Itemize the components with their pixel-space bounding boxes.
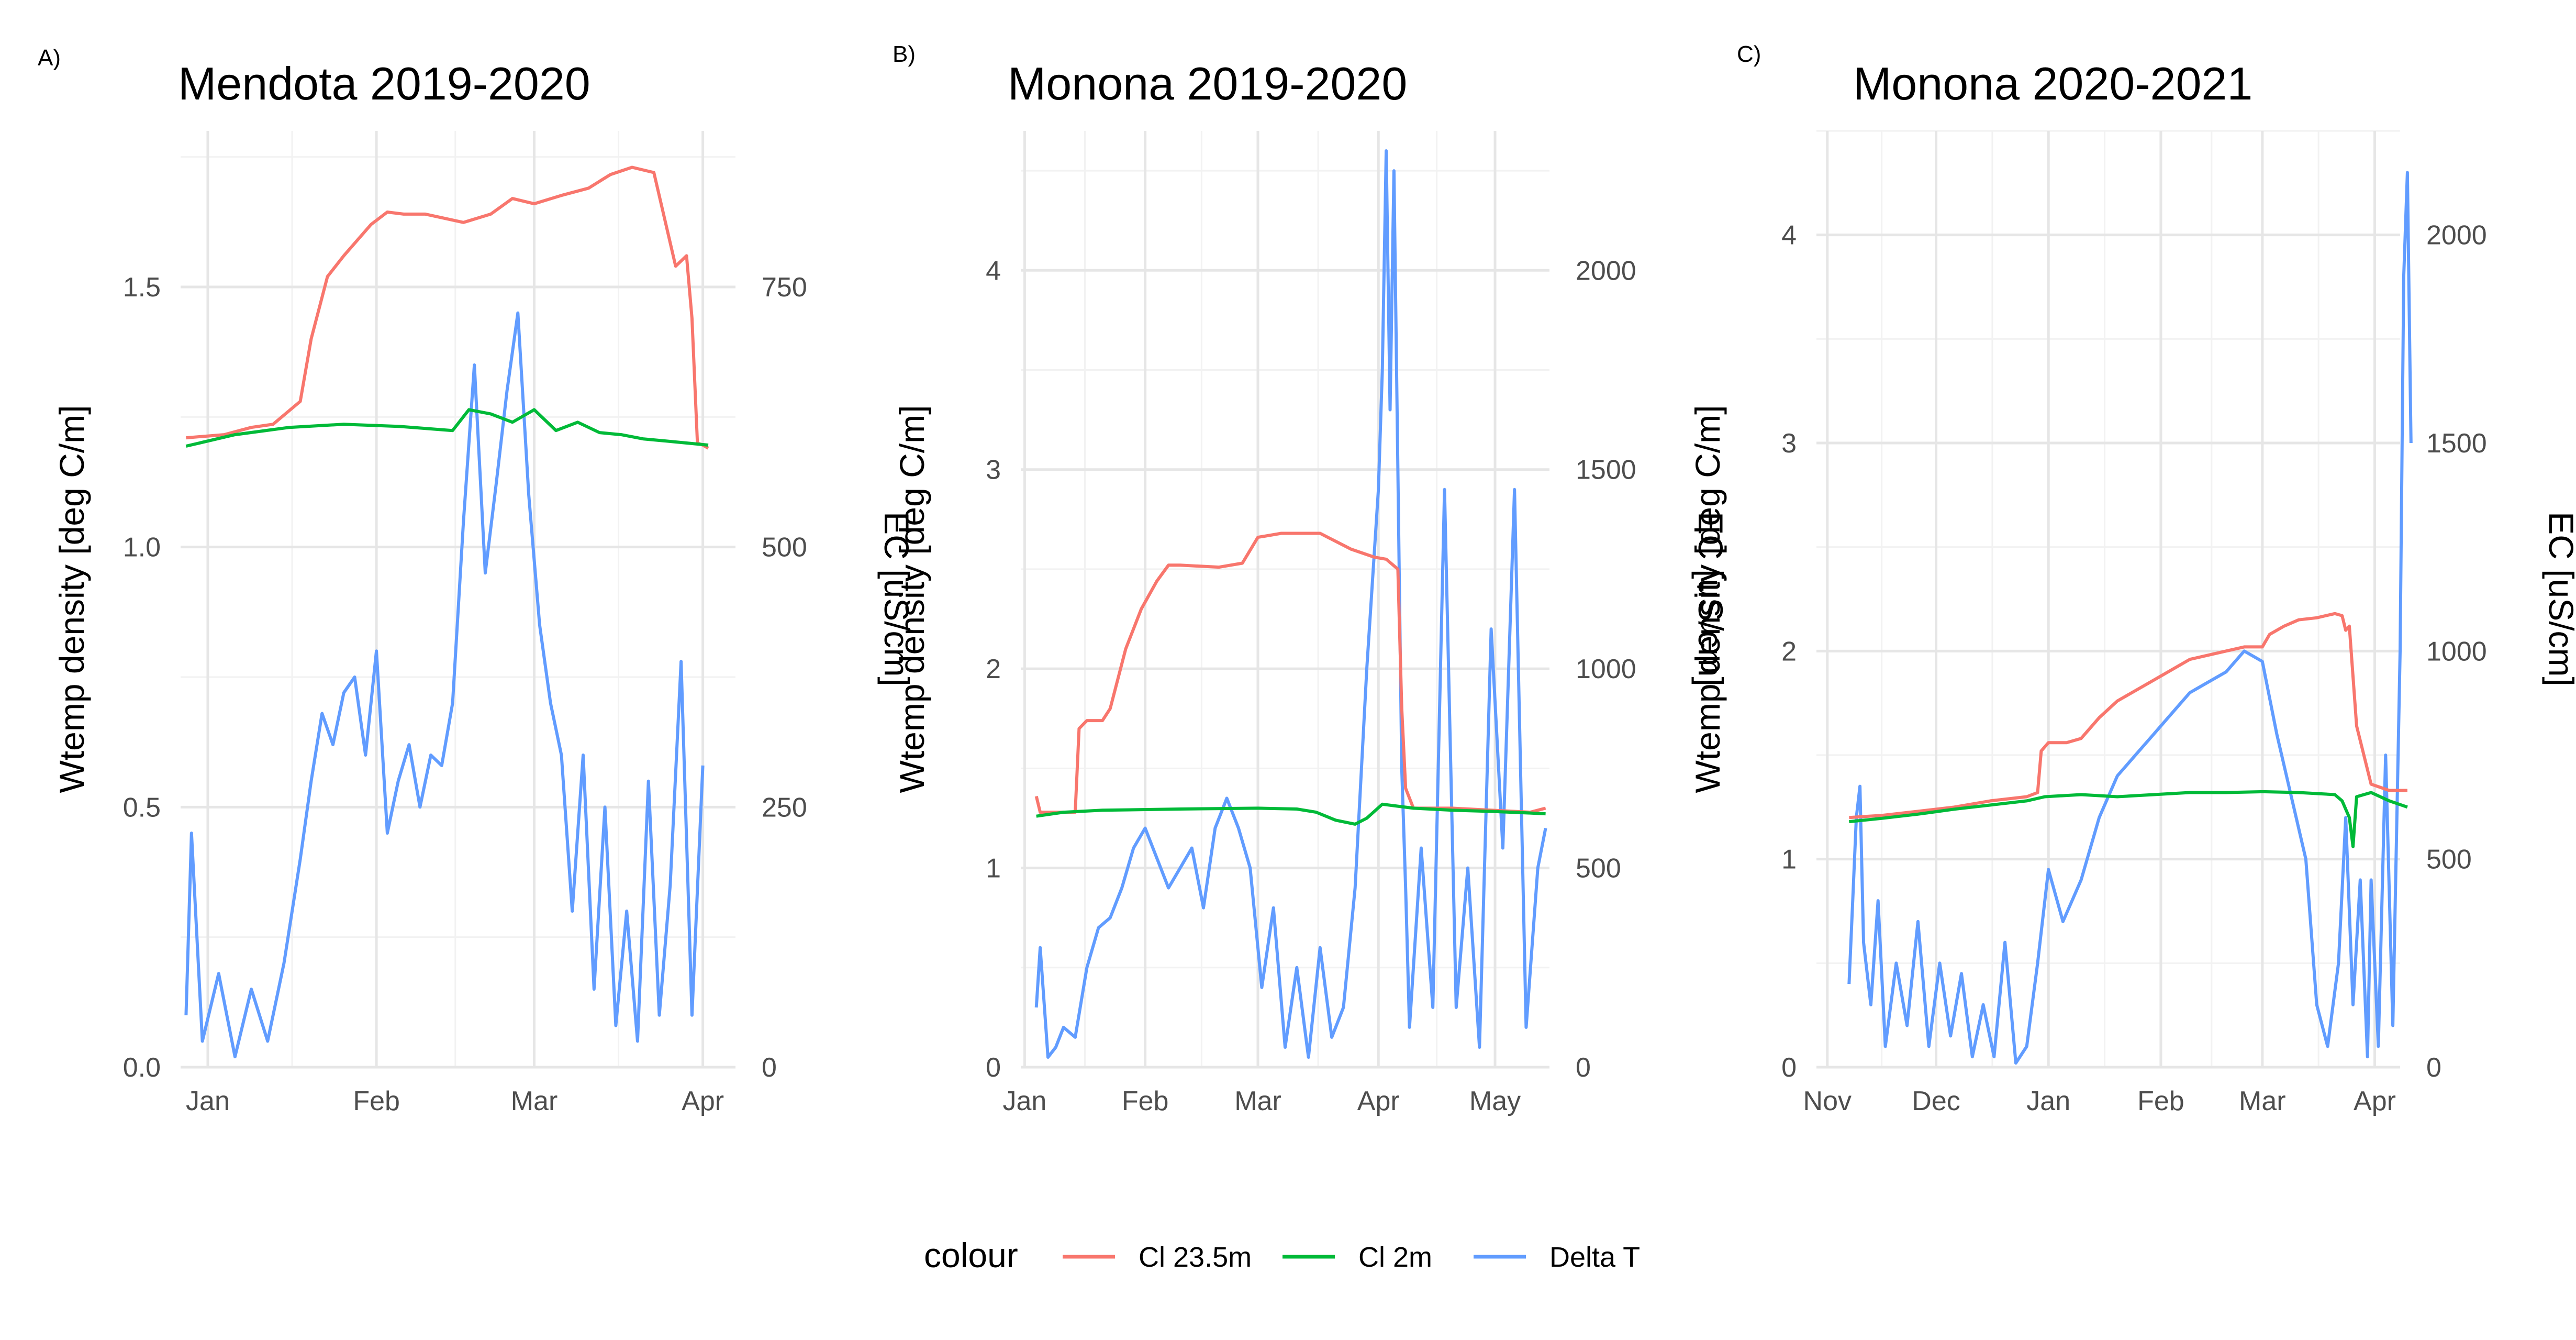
y-tick-label: 1	[1781, 845, 1797, 875]
y2-tick-label: 500	[1576, 854, 1621, 884]
y-axis-label: Wtemp density [deg C/m]	[52, 405, 91, 793]
panel-tag: C)	[1737, 41, 1761, 67]
y2-tick-label: 0	[762, 1053, 777, 1083]
y2-tick-label: 1500	[1576, 455, 1636, 485]
y2-axis-label: EC [uS/cm]	[877, 512, 916, 686]
y2-tick-label: 1000	[1576, 654, 1636, 684]
y-tick-label: 1.0	[123, 533, 161, 563]
series-line-cl-23-5m	[186, 165, 709, 450]
x-tick-label: Apr	[2354, 1086, 2396, 1116]
series	[1847, 171, 2413, 1065]
y2-axis-label: EC [uS/cm]	[1691, 512, 1730, 686]
panel-title: Mendota 2019-2020	[178, 58, 590, 109]
panel-3: 0 1 2 3 4 0 500 1000 1500 2000 Nov Dec Jan Feb Mar Apr W…	[1688, 41, 2576, 1116]
y-tick-label: 2	[986, 654, 1001, 684]
y-tick-label: 2	[1781, 636, 1797, 667]
panel-tag: B)	[893, 41, 916, 67]
gridlines	[1021, 131, 1549, 1069]
series-line-delta-t	[184, 311, 705, 1059]
series-line-cl-2m	[1848, 790, 2408, 848]
x-tick-label: May	[1469, 1086, 1521, 1116]
y-tick-label: 1.5	[123, 272, 161, 303]
x-tick-label: Feb	[353, 1086, 400, 1116]
x-tick-label: Apr	[682, 1086, 724, 1116]
y-axis-label: Wtemp density [deg C/m]	[1688, 405, 1727, 793]
series-line-delta-t	[1847, 171, 2413, 1065]
x-tick-label: Mar	[1234, 1086, 1281, 1116]
x-tick-label: Feb	[1122, 1086, 1169, 1116]
y2-tick-label: 750	[762, 272, 807, 303]
panel-1: 0.0 0.5 1.0 1.5 0 250 500 750 Jan Feb Mar Apr Wtemp …	[38, 45, 916, 1116]
x-tick-label: Jan	[186, 1086, 230, 1116]
gridlines	[181, 131, 735, 1069]
x-tick-label: Nov	[1803, 1086, 1852, 1116]
y-tick-label: 3	[986, 455, 1001, 485]
gridlines	[1816, 130, 2400, 1069]
x-tick-label: Jan	[2026, 1086, 2070, 1116]
panels: 0.0 0.5 1.0 1.5 0 250 500 750 Jan Feb Mar Apr Wtemp …	[38, 41, 2576, 1116]
panel-title: Monona 2020-2021	[1853, 58, 2252, 109]
x-tick-label: Dec	[1912, 1086, 1960, 1116]
y2-tick-label: 500	[2426, 845, 2472, 875]
series-line-cl-23-5m	[1849, 612, 2407, 819]
legend: colour Cl 23.5m Cl 2m Delta T	[924, 1236, 1640, 1275]
legend-entry-delta-t: Delta T	[1474, 1242, 1640, 1273]
x-tick-label: Jan	[1003, 1086, 1047, 1116]
legend-entry-cl-23-5m: Cl 23.5m	[1063, 1242, 1252, 1273]
series-line-cl-2m	[1036, 802, 1546, 826]
panel-2: 0 1 2 3 4 0 500 1000 1500 2000 Jan Feb Mar Apr May Wtem…	[893, 41, 1730, 1116]
series-line-delta-t	[1034, 149, 1547, 1059]
legend-entries: Cl 23.5m Cl 2m Delta T	[1063, 1242, 1640, 1273]
legend-label: Cl 23.5m	[1139, 1242, 1252, 1273]
y2-tick-label: 1000	[2426, 636, 2487, 667]
y2-tick-label: 0	[1576, 1053, 1591, 1083]
panel-tag: A)	[38, 45, 61, 71]
legend-label: Delta T	[1549, 1242, 1640, 1273]
series-line-cl-23-5m	[1034, 531, 1546, 814]
y2-tick-label: 500	[762, 533, 807, 563]
y-tick-label: 4	[1781, 220, 1797, 251]
panel-title: Monona 2019-2020	[1008, 58, 1407, 109]
y-tick-label: 1	[986, 854, 1001, 884]
y2-axis-label: EC [uS/cm]	[2542, 512, 2576, 686]
x-tick-label: Apr	[1357, 1086, 1400, 1116]
y-axis-label: Wtemp density [deg C/m]	[893, 405, 931, 793]
y2-tick-label: 0	[2426, 1053, 2441, 1083]
x-tick-label: Mar	[511, 1086, 558, 1116]
y-tick-label: 4	[986, 256, 1001, 286]
series	[184, 165, 709, 1059]
y-tick-label: 0.0	[123, 1053, 161, 1083]
y-tick-label: 3	[1781, 428, 1797, 459]
legend-entry-cl-2m: Cl 2m	[1283, 1242, 1432, 1273]
x-tick-label: Feb	[2137, 1086, 2184, 1116]
y2-tick-label: 2000	[1576, 256, 1636, 286]
y2-tick-label: 2000	[2426, 220, 2487, 251]
y2-tick-label: 1500	[2426, 428, 2487, 459]
x-tick-label: Mar	[2239, 1086, 2286, 1116]
series-line-cl-2m	[185, 408, 709, 448]
y2-tick-label: 250	[762, 792, 807, 823]
y-tick-label: 0	[1781, 1053, 1797, 1083]
legend-title: colour	[924, 1236, 1018, 1275]
series	[1034, 149, 1547, 1059]
legend-label: Cl 2m	[1358, 1242, 1432, 1273]
y-tick-label: 0	[986, 1053, 1001, 1083]
y-tick-label: 0.5	[123, 792, 161, 823]
